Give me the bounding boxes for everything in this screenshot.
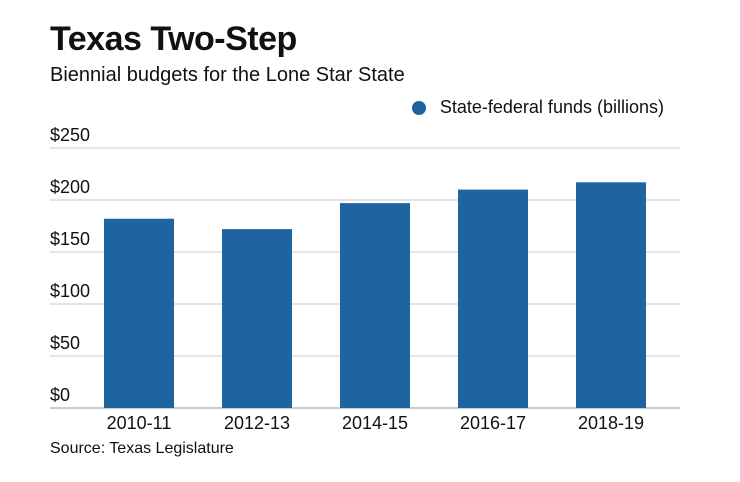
y-tick-label: $100 [50, 281, 90, 301]
y-tick-label: $0 [50, 385, 70, 405]
source-note: Source: Texas Legislature [50, 440, 234, 457]
legend-marker [411, 100, 426, 115]
y-tick-label: $250 [50, 125, 90, 145]
y-tick-label: $200 [50, 177, 90, 197]
y-tick-label: $50 [50, 333, 80, 353]
legend: State-federal funds (billions) [411, 97, 664, 118]
bar-2014-15 [340, 203, 410, 408]
bar-2012-13 [222, 229, 292, 408]
x-tick-label: 2016-17 [460, 413, 526, 433]
x-tick-label: 2014-15 [342, 413, 408, 433]
chart-title: Texas Two-Step [50, 20, 297, 58]
y-tick-label: $150 [50, 229, 90, 249]
legend-label: State-federal funds (billions) [439, 97, 664, 117]
bar-2016-17 [458, 189, 528, 408]
bar-2018-19 [576, 182, 646, 408]
bar-2010-11 [104, 218, 174, 408]
x-tick-label: 2018-19 [578, 413, 644, 433]
x-tick-label: 2010-11 [107, 413, 172, 433]
chart-subtitle: Biennial budgets for the Lone Star State [50, 64, 405, 86]
x-tick-label: 2012-13 [224, 413, 290, 433]
